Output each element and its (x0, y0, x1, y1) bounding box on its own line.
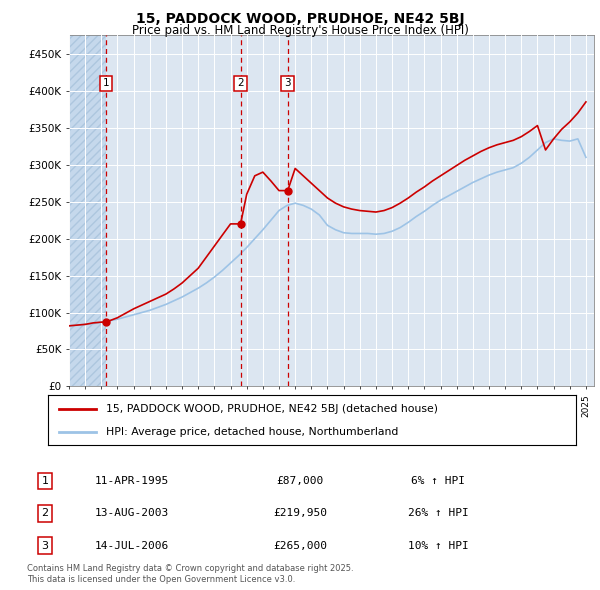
Text: Price paid vs. HM Land Registry's House Price Index (HPI): Price paid vs. HM Land Registry's House … (131, 24, 469, 37)
Text: 3: 3 (284, 78, 291, 88)
Text: 1: 1 (41, 476, 49, 486)
Text: 15, PADDOCK WOOD, PRUDHOE, NE42 5BJ (detached house): 15, PADDOCK WOOD, PRUDHOE, NE42 5BJ (det… (106, 404, 438, 414)
Text: HPI: Average price, detached house, Northumberland: HPI: Average price, detached house, Nort… (106, 427, 398, 437)
Text: 6% ↑ HPI: 6% ↑ HPI (411, 476, 465, 486)
Text: £219,950: £219,950 (273, 509, 327, 518)
Text: 11-APR-1995: 11-APR-1995 (95, 476, 169, 486)
Text: This data is licensed under the Open Government Licence v3.0.: This data is licensed under the Open Gov… (27, 575, 295, 584)
Text: 15, PADDOCK WOOD, PRUDHOE, NE42 5BJ: 15, PADDOCK WOOD, PRUDHOE, NE42 5BJ (136, 12, 464, 26)
Text: 1: 1 (103, 78, 109, 88)
Text: 14-JUL-2006: 14-JUL-2006 (95, 541, 169, 550)
Bar (69, 35, 106, 386)
Text: 13-AUG-2003: 13-AUG-2003 (95, 509, 169, 518)
Text: 2: 2 (237, 78, 244, 88)
Text: 26% ↑ HPI: 26% ↑ HPI (407, 509, 469, 518)
Text: 2: 2 (41, 509, 49, 518)
Text: 3: 3 (41, 541, 49, 550)
Text: Contains HM Land Registry data © Crown copyright and database right 2025.: Contains HM Land Registry data © Crown c… (27, 565, 353, 573)
Text: 10% ↑ HPI: 10% ↑ HPI (407, 541, 469, 550)
Text: £87,000: £87,000 (277, 476, 323, 486)
Text: £265,000: £265,000 (273, 541, 327, 550)
